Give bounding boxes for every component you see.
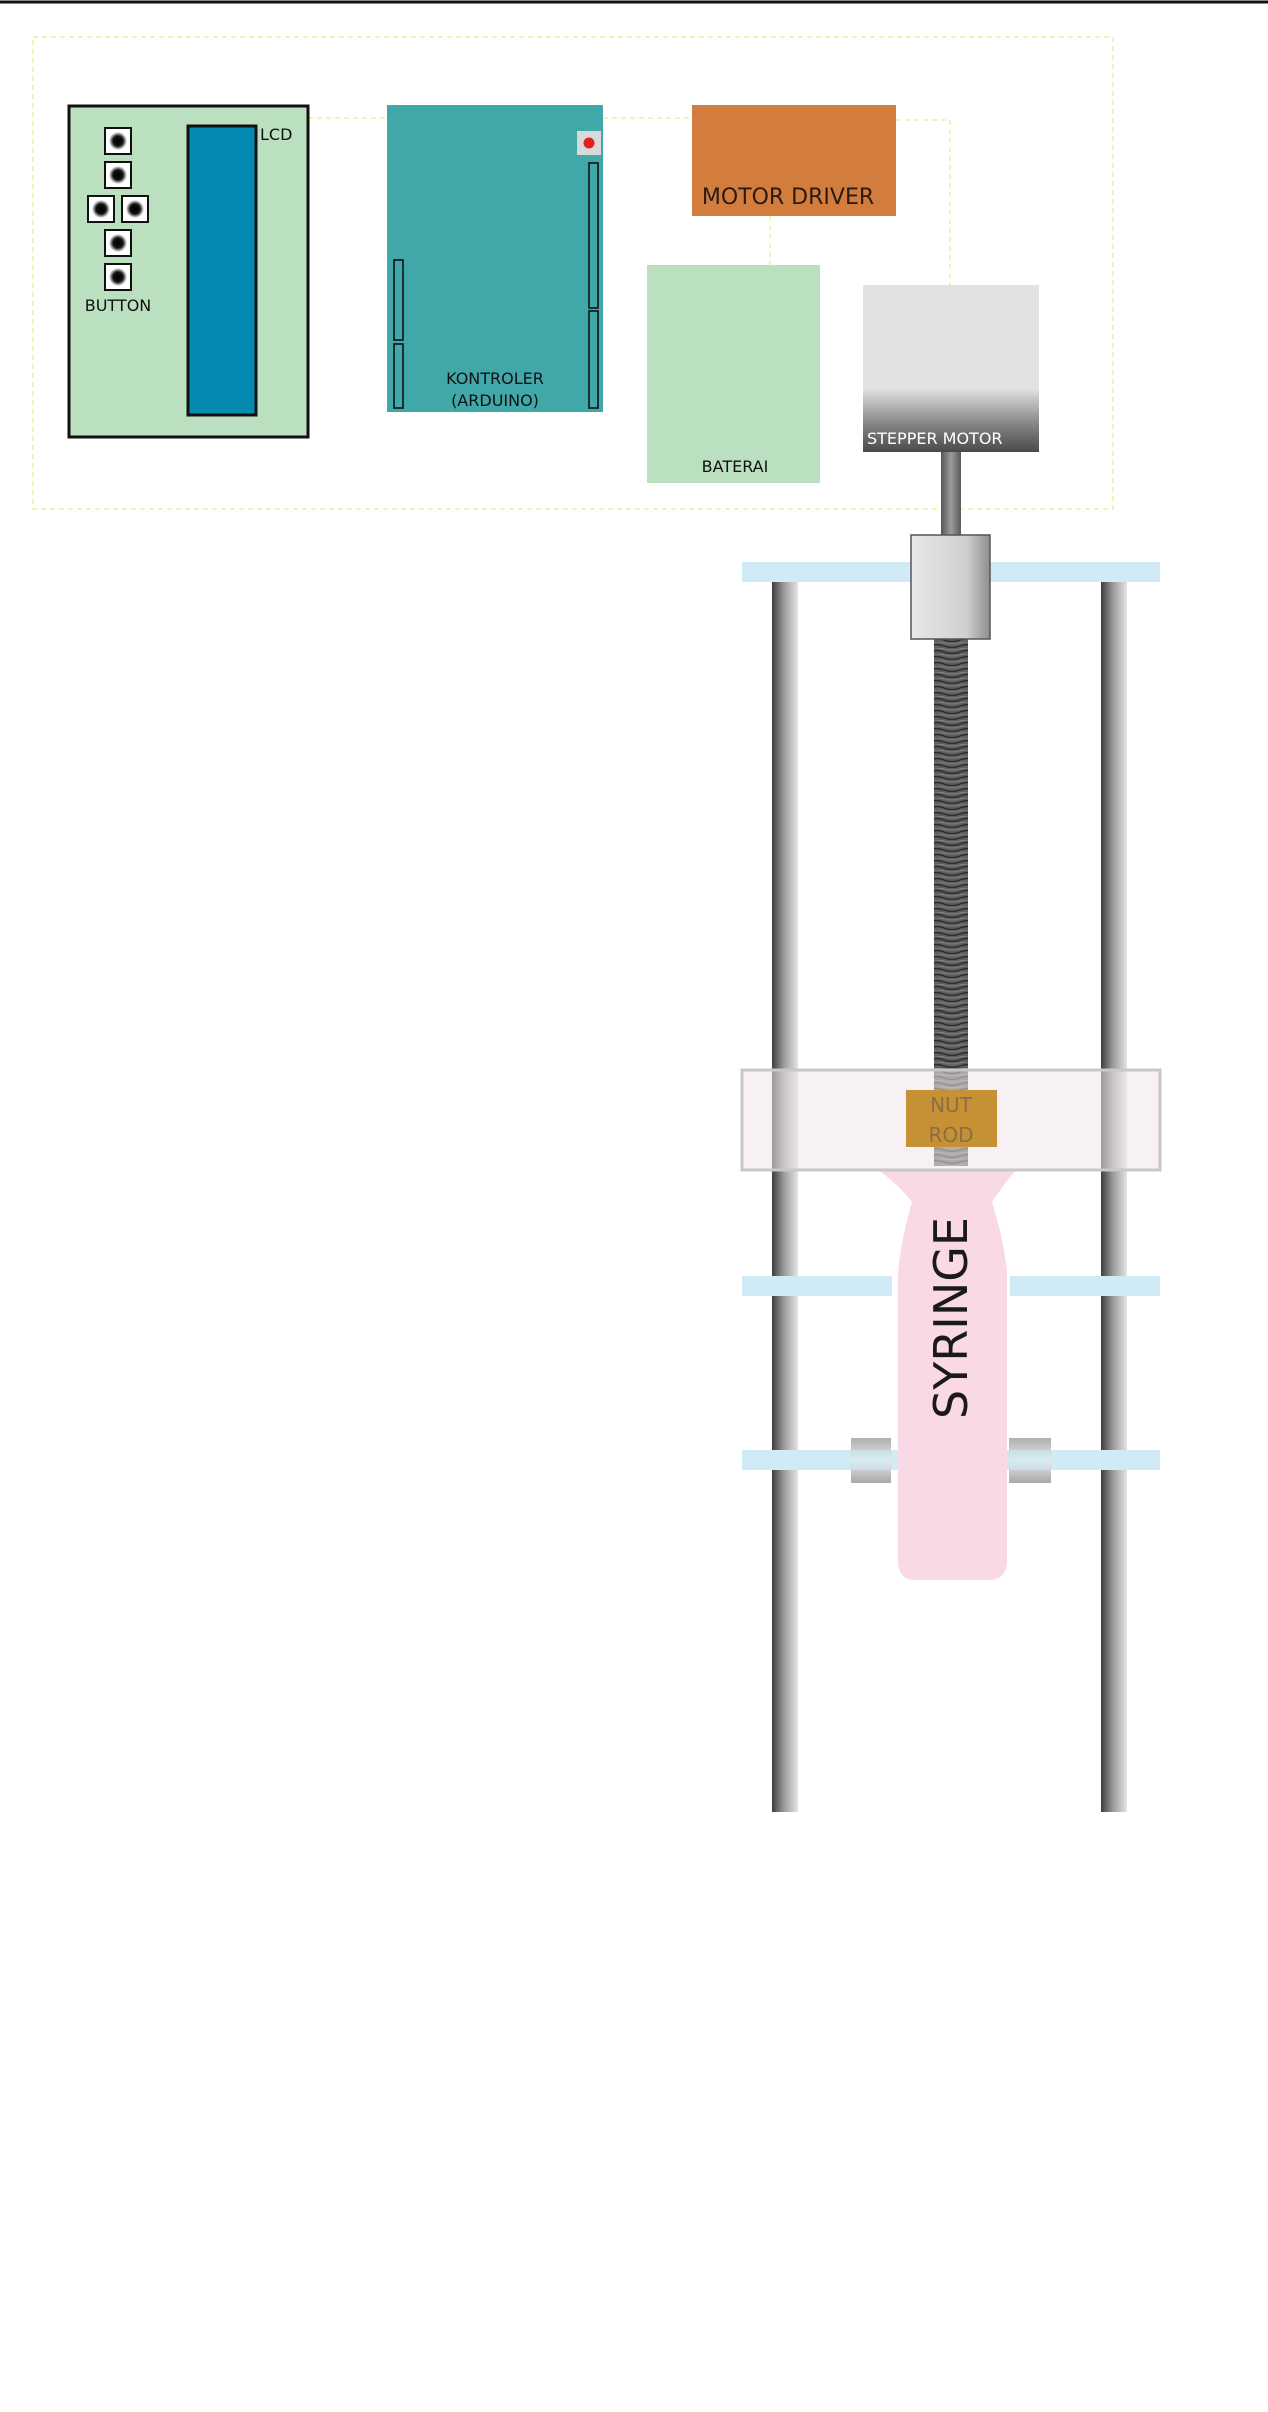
header-pins-right-bottom bbox=[588, 310, 599, 409]
header-pins-right-top bbox=[588, 162, 599, 309]
button-2-cap bbox=[109, 166, 127, 184]
battery: BATERAI bbox=[647, 265, 820, 483]
stepper-motor-body bbox=[863, 285, 1039, 452]
controller-board: KONTROLER (ARDUINO) bbox=[387, 105, 603, 412]
header-pins-left-top bbox=[393, 259, 404, 341]
clamp-plate-overlap-left bbox=[852, 1450, 890, 1470]
syringe-label: SYRINGE bbox=[924, 1217, 978, 1419]
stepper-motor: STEPPER MOTOR bbox=[863, 285, 1039, 536]
button-left-cap bbox=[92, 200, 110, 218]
lcd-screen bbox=[186, 124, 258, 417]
nut-rod-label-line1: NUT bbox=[930, 1093, 973, 1117]
syringe: SYRINGE bbox=[878, 1170, 1016, 1580]
motor-shaft bbox=[941, 452, 961, 536]
nut-rod: NUT ROD bbox=[906, 1090, 997, 1147]
wire-driver-to-motor bbox=[896, 119, 951, 285]
controller-body bbox=[387, 105, 603, 412]
control-panel: BUTTON LCD bbox=[67, 104, 310, 439]
button-label: BUTTON bbox=[85, 296, 152, 315]
middle-plate-left bbox=[742, 1276, 892, 1296]
enclosure-outline bbox=[32, 36, 1114, 510]
battery-label: BATERAI bbox=[702, 457, 769, 476]
button-5-cap bbox=[109, 234, 127, 252]
motor-driver-body bbox=[692, 105, 896, 216]
motor-driver: MOTOR DRIVER bbox=[692, 105, 896, 216]
button-group bbox=[87, 127, 149, 291]
controller-label-line1: KONTROLER bbox=[446, 369, 544, 388]
led-indicator bbox=[583, 137, 595, 149]
motor-driver-label: MOTOR DRIVER bbox=[702, 185, 874, 210]
controller-label-line2: (ARDUINO) bbox=[451, 391, 539, 410]
shaft-coupler bbox=[910, 534, 991, 640]
guide-rod-left bbox=[772, 580, 798, 1812]
nut-rod-body bbox=[906, 1090, 997, 1147]
button-right-cap bbox=[126, 200, 144, 218]
nut-rod-label-line2: ROD bbox=[928, 1123, 973, 1147]
middle-plate-right bbox=[1010, 1276, 1160, 1296]
battery-body bbox=[647, 265, 820, 483]
syringe-body bbox=[878, 1170, 1016, 1580]
clamp-plate-overlap-right bbox=[1010, 1450, 1050, 1470]
button-up-cap bbox=[109, 132, 127, 150]
lcd-label: LCD bbox=[260, 125, 292, 144]
wiring bbox=[308, 117, 951, 285]
guide-rod-right bbox=[1101, 580, 1127, 1812]
button-down-cap bbox=[109, 268, 127, 286]
stepper-motor-label: STEPPER MOTOR bbox=[867, 429, 1003, 448]
header-pins-left-bottom bbox=[393, 343, 404, 409]
